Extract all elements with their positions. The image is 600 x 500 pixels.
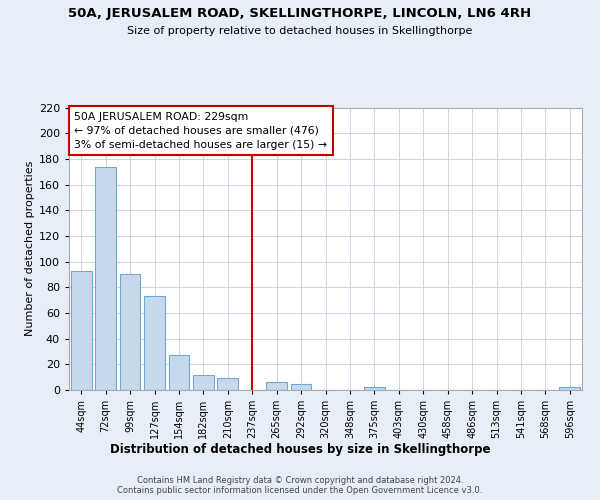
Bar (290, 384, 311, 390)
Bar (144, 296, 165, 390)
Bar (119, 274, 140, 390)
Bar (169, 356, 190, 390)
Text: Contains HM Land Registry data © Crown copyright and database right 2024.
Contai: Contains HM Land Registry data © Crown c… (118, 476, 482, 495)
Bar (71, 270, 92, 390)
Bar (193, 374, 214, 390)
Bar (95, 166, 116, 390)
Text: 50A JERUSALEM ROAD: 229sqm
← 97% of detached houses are smaller (476)
3% of semi: 50A JERUSALEM ROAD: 229sqm ← 97% of deta… (74, 112, 327, 150)
Text: Distribution of detached houses by size in Skellingthorpe: Distribution of detached houses by size … (110, 442, 490, 456)
Bar (217, 378, 238, 390)
Bar (364, 388, 385, 390)
Bar (559, 388, 580, 390)
Text: Size of property relative to detached houses in Skellingthorpe: Size of property relative to detached ho… (127, 26, 473, 36)
Bar (266, 382, 287, 390)
Text: 50A, JERUSALEM ROAD, SKELLINGTHORPE, LINCOLN, LN6 4RH: 50A, JERUSALEM ROAD, SKELLINGTHORPE, LIN… (68, 8, 532, 20)
Y-axis label: Number of detached properties: Number of detached properties (25, 161, 35, 336)
